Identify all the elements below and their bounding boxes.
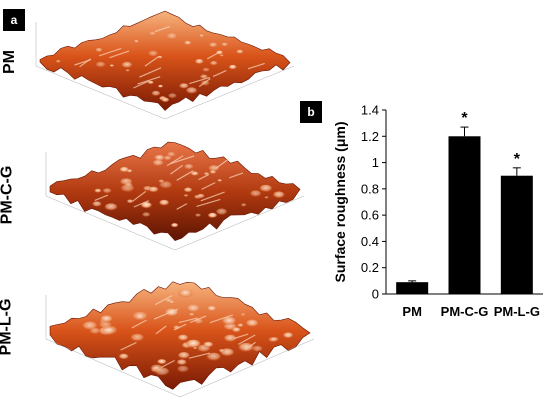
y-tick-label: 1 [372, 155, 379, 170]
chart-bars [396, 126, 533, 294]
y-tick-label: 0 [372, 287, 379, 302]
chart-labels: Surface roughness (μm) PM * PM-C-G * PM-L-G [332, 110, 540, 319]
y-tick-label: 0.2 [361, 260, 379, 275]
y-axis-label: Surface roughness (μm) [332, 121, 348, 282]
y-tick-label: 0.6 [361, 208, 379, 223]
bar-pm-c-g [448, 136, 481, 294]
afm-surface-pm-l-g [45, 281, 315, 398]
x-tick-label: PM-C-G [441, 304, 489, 319]
significance-marker: * [461, 110, 468, 127]
bar-pm [396, 282, 429, 294]
y-tick-label: 0.8 [361, 181, 379, 196]
y-tick-label: 1.4 [361, 103, 379, 118]
panel-a-tag: a [3, 9, 25, 31]
afm-surface-pm-c-g [45, 141, 305, 251]
y-tick-label: 0.4 [361, 234, 379, 249]
bar-pm-l-g [500, 175, 533, 294]
y-tick-label: 1.2 [361, 129, 379, 144]
chart-axes: 0 0.2 0.4 0.6 0.8 1 1.2 1.4 [361, 103, 543, 302]
x-tick-label: PM [402, 304, 422, 319]
afm-surface-pm [35, 10, 295, 120]
panel-b-tag: b [300, 101, 322, 123]
significance-marker: * [514, 151, 521, 168]
x-tick-label: PM-L-G [494, 304, 540, 319]
